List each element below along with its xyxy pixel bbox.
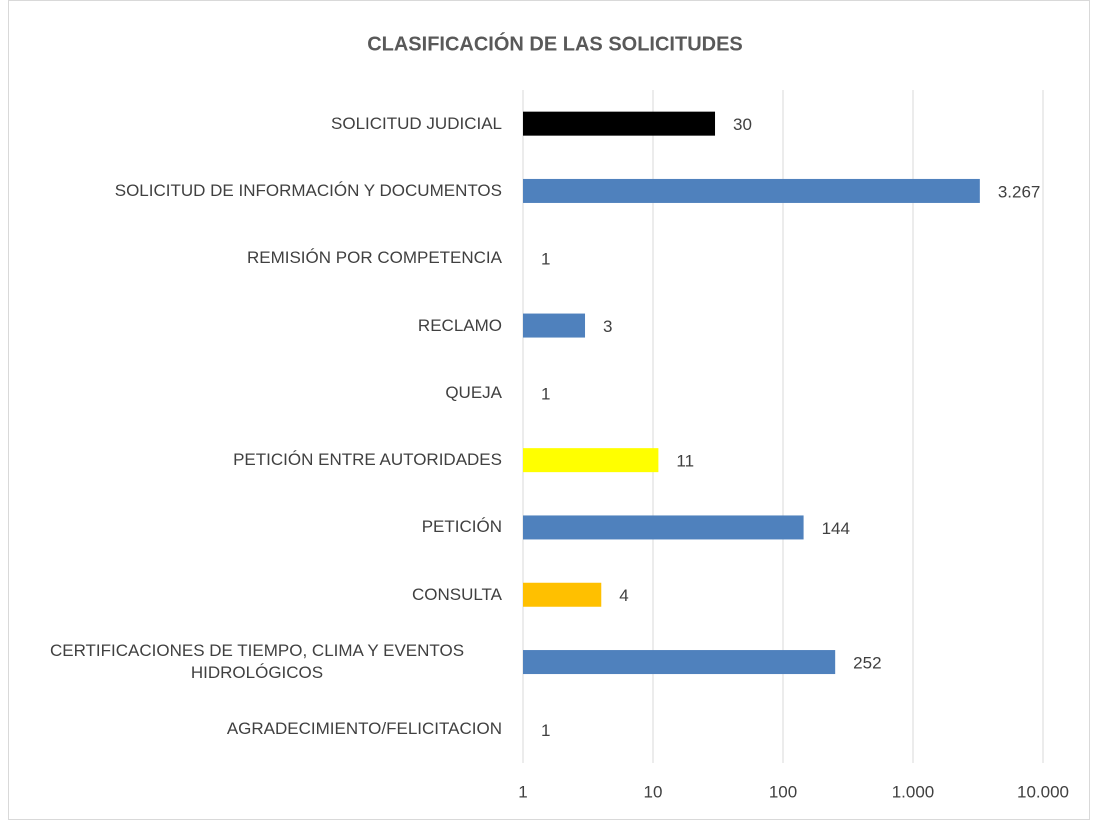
bar xyxy=(523,582,602,607)
bar xyxy=(523,448,659,473)
data-label: 252 xyxy=(853,654,881,673)
bar xyxy=(523,515,804,540)
data-label: 30 xyxy=(733,115,752,134)
x-tick-label: 10.000 xyxy=(1017,782,1069,801)
y-tick-label: RECLAMO xyxy=(417,315,502,335)
y-tick-label: SOLICITUD JUDICIAL xyxy=(331,113,502,133)
y-tick-label: PETICIÓN ENTRE AUTORIDADES xyxy=(233,450,502,470)
y-tick-label: SOLICITUD DE INFORMACIÓN Y DOCUMENTOS xyxy=(114,180,502,200)
bar xyxy=(523,178,980,203)
bar xyxy=(523,313,586,338)
y-tick-label: AGRADECIMIENTO/FELICITACION xyxy=(226,719,502,739)
x-tick-label: 1 xyxy=(518,782,527,801)
x-tick-label: 100 xyxy=(769,782,797,801)
y-tick-label: CONSULTA xyxy=(411,584,502,604)
y-tick-label: QUEJA xyxy=(445,382,502,402)
data-label: 1 xyxy=(541,250,550,269)
chart-title: CLASIFICACIÓN DE LAS SOLICITUDES xyxy=(367,31,743,55)
data-label: 4 xyxy=(619,586,628,605)
y-tick-label: REMISIÓN POR COMPETENCIA xyxy=(246,248,502,268)
data-label: 1 xyxy=(541,721,550,740)
y-tick-label: PETICIÓN xyxy=(421,517,502,537)
x-tick-label: 1.000 xyxy=(892,782,935,801)
y-tick-label: CERTIFICACIONES DE TIEMPO, CLIMA Y EVENT… xyxy=(49,641,465,683)
bar xyxy=(523,111,716,136)
data-label: 144 xyxy=(822,519,850,538)
chart-frame xyxy=(8,0,1090,820)
data-label: 3 xyxy=(603,317,612,336)
x-tick-label: 10 xyxy=(644,782,663,801)
bar xyxy=(523,650,836,675)
data-label: 1 xyxy=(541,384,550,403)
data-label: 3.267 xyxy=(998,182,1041,201)
data-label: 11 xyxy=(676,452,694,471)
